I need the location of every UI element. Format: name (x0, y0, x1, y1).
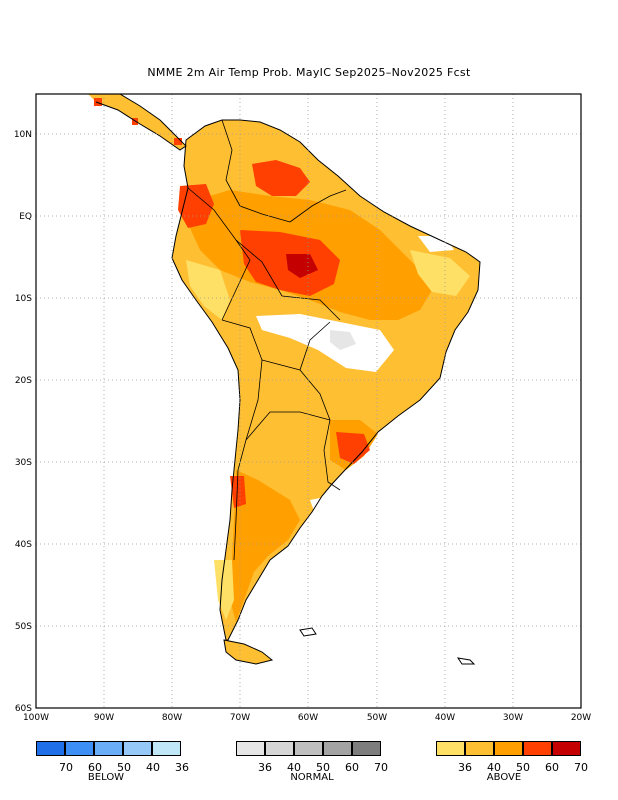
lat-label: 10N (14, 130, 32, 140)
legend-swatch (465, 741, 494, 756)
legend-caption: NORMAL (290, 772, 334, 783)
legend-label: 60 (345, 761, 359, 774)
lon-label: 100W (23, 713, 49, 723)
map-frame (35, 93, 582, 709)
country-borders (187, 119, 347, 561)
central-america-red-3 (174, 138, 182, 145)
lon-label: 50W (367, 713, 387, 723)
falkland-islands (299, 627, 317, 637)
legend-label: 40 (287, 761, 301, 774)
region-orange-south (230, 470, 300, 622)
region-normal-grey (330, 330, 356, 350)
lat-label: 60S (15, 704, 32, 714)
lon-label: 80W (162, 713, 182, 723)
lat-labels: 10N EQ 10S 20S 30S 40S 50S 60S (14, 130, 32, 714)
region-red-venezuela (252, 160, 310, 196)
south-georgia (456, 657, 476, 665)
lat-label: 20S (15, 376, 32, 386)
region-white-northeast (418, 236, 454, 252)
legend-label: 50 (516, 761, 530, 774)
legend-swatch (123, 741, 152, 756)
region-red-chile (230, 476, 246, 508)
region-darkred-amazon (286, 254, 318, 278)
tierra-del-fuego (223, 639, 274, 665)
region-yellow-patagonia (214, 560, 234, 620)
legend-swatch (236, 741, 265, 756)
legend-label: 50 (316, 761, 330, 774)
lat-label: 10S (15, 294, 32, 304)
legend-swatch (36, 741, 65, 756)
legend-swatch (523, 741, 552, 756)
legend-swatch (323, 741, 352, 756)
legend-swatch (152, 741, 181, 756)
lat-label: 30S (15, 458, 32, 468)
legend-swatch (436, 741, 465, 756)
legend-caption: BELOW (87, 772, 125, 783)
legend-label: 70 (59, 761, 73, 774)
central-america-coastline (88, 94, 187, 151)
central-america-red-2 (132, 118, 138, 125)
lon-label: 60W (298, 713, 318, 723)
legend-swatch (94, 741, 123, 756)
legend-label: 40 (487, 761, 501, 774)
lon-label: 20W (571, 713, 591, 723)
region-red-southeast (336, 432, 370, 464)
lon-label: 40W (435, 713, 455, 723)
legend-caption: ABOVE (486, 772, 522, 783)
legend-label: 50 (117, 761, 131, 774)
legend-label: 70 (374, 761, 388, 774)
legend-swatch (265, 741, 294, 756)
lon-label: 90W (94, 713, 114, 723)
region-yellow-east (410, 250, 470, 296)
legend-swatch (65, 741, 94, 756)
central-america-red-1 (94, 98, 102, 106)
legend-swatch (552, 741, 581, 756)
legend-label: 36 (258, 761, 272, 774)
legend-label: 70 (574, 761, 588, 774)
region-yellow-peru (186, 260, 230, 320)
lat-label: EQ (19, 212, 32, 222)
lat-label: 40S (15, 540, 32, 550)
legend-label: 60 (88, 761, 102, 774)
gridlines (36, 94, 581, 708)
legend-label: 36 (458, 761, 472, 774)
legend-swatch (294, 741, 323, 756)
region-white-interior (256, 314, 394, 372)
legend-label: 60 (545, 761, 559, 774)
lat-label: 50S (15, 622, 32, 632)
legend-swatch (494, 741, 523, 756)
legend-swatch (352, 741, 381, 756)
south-america-coastline (171, 119, 481, 641)
region-red-colombia (178, 184, 214, 228)
lon-label: 70W (230, 713, 250, 723)
lon-labels: 100W 90W 80W 70W 60W 50W 40W 30W 20W (23, 713, 591, 723)
map-title: NMME 2m Air Temp Prob. MayIC Sep2025–Nov… (147, 66, 471, 79)
legend-label: 40 (146, 761, 160, 774)
legend-label: 36 (175, 761, 189, 774)
lon-label: 30W (503, 713, 523, 723)
